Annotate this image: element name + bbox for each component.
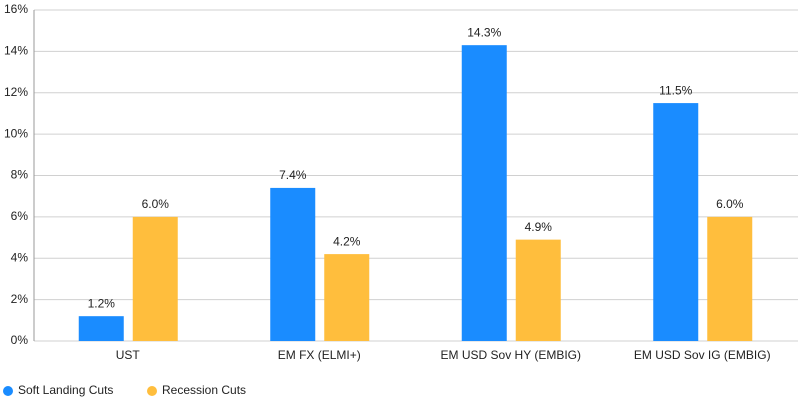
legend-swatch [147, 386, 157, 396]
bar [653, 103, 699, 341]
y-tick-label: 6% [11, 209, 29, 223]
bar [461, 45, 507, 341]
bar [324, 254, 370, 341]
value-label: 11.5% [659, 83, 692, 97]
y-tick-label: 14% [4, 44, 28, 58]
value-label: 7.4% [279, 168, 307, 182]
legend-swatch [3, 386, 13, 396]
value-label: 4.2% [333, 234, 361, 248]
y-tick-label: 16% [4, 2, 28, 16]
bar [132, 216, 178, 341]
y-tick-label: 2% [11, 292, 29, 306]
value-label: 6.0% [716, 197, 744, 211]
y-tick-label: 4% [11, 250, 29, 264]
x-tick-label: EM FX (ELMI+) [278, 348, 361, 362]
y-tick-label: 12% [4, 85, 28, 99]
value-label: 6.0% [142, 197, 170, 211]
value-label: 4.9% [525, 220, 553, 234]
bar [78, 316, 124, 341]
legend-label: Soft Landing Cuts [18, 383, 113, 397]
bar [515, 239, 561, 341]
y-tick-label: 8% [11, 168, 29, 182]
legend-label: Recession Cuts [162, 383, 246, 397]
x-tick-label: EM USD Sov IG (EMBIG) [634, 348, 771, 362]
x-tick-label: EM USD Sov HY (EMBIG) [441, 348, 581, 362]
y-tick-label: 0% [11, 333, 29, 347]
x-tick-label: UST [116, 348, 141, 362]
bar [270, 187, 316, 341]
value-label: 14.3% [467, 25, 501, 39]
bar [707, 216, 753, 341]
value-label: 1.2% [88, 296, 116, 310]
y-tick-label: 10% [4, 126, 28, 140]
